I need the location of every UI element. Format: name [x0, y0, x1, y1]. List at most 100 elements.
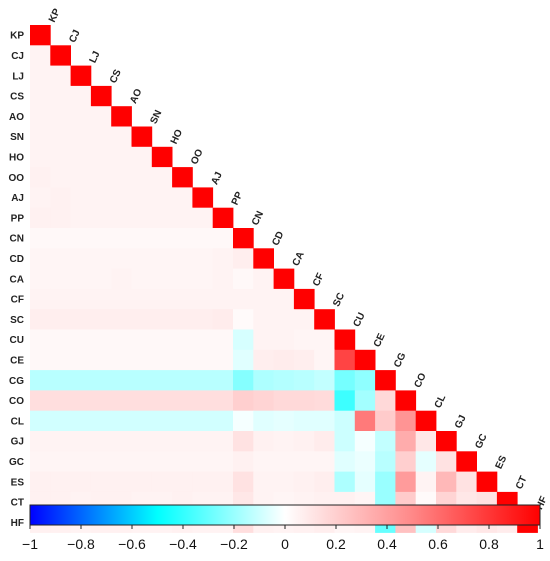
column-label-gj: GJ [453, 414, 469, 431]
heatmap-cell-gc-oo [172, 451, 193, 472]
heatmap-cell-gc-cj [50, 451, 71, 472]
heatmap-cell-gj-sn [131, 431, 153, 452]
heatmap-cell-pp-cj [50, 207, 71, 229]
column-label-cn: CN [250, 210, 266, 228]
heatmap-cell-gc-ce [354, 451, 376, 472]
column-label-cl: CL [433, 393, 449, 410]
column-label-ca: CA [291, 250, 307, 268]
heatmap-cell-ca-pp [212, 268, 234, 290]
heatmap-cell-sc-sn [131, 309, 153, 330]
heatmap-cell-gj-cj [50, 431, 71, 452]
heatmap-cell-es-pp [212, 471, 234, 493]
heatmap-cell-cd-sn [131, 248, 153, 269]
heatmap-cell-cg-lj [70, 370, 92, 391]
heatmap-cell-lj-kp [30, 65, 51, 87]
heatmap-cell-cl-sc [314, 410, 335, 432]
heatmap-cell-pp-kp [30, 207, 51, 229]
heatmap-cell-es-cn [233, 471, 254, 493]
column-label-ct: CT [514, 474, 530, 491]
heatmap-cell-cs-cj [50, 85, 71, 107]
heatmap-cell-sc-ao [111, 309, 132, 330]
heatmap-cell-co-cg [375, 390, 396, 412]
heatmap-cell-sc-cj [50, 309, 71, 330]
heatmap-cell-cu-cj [50, 329, 71, 351]
heatmap-cell-ce-cd [253, 349, 274, 371]
heatmap-cell-es-lj [70, 471, 92, 493]
heatmap-cell-gj-ho [151, 431, 173, 452]
column-label-oo: OO [189, 147, 206, 166]
heatmap-cell-cl-sn [131, 410, 153, 432]
heatmap-cell-cg-cd [253, 370, 274, 391]
heatmap-cell-cu-pp [212, 329, 234, 351]
heatmap-cell-ho-sn [131, 146, 153, 168]
heatmap-cell-pp-sn [131, 207, 153, 229]
heatmap-cell-co-oo [172, 390, 193, 412]
row-label-cu: CU [10, 335, 24, 346]
heatmap-cell-cs-cs [90, 85, 112, 107]
colorbar-tick-label: −0.8 [67, 536, 95, 552]
heatmap-cell-pp-ho [151, 207, 173, 229]
row-label-cj: CJ [11, 51, 24, 62]
heatmap-cell-cf-pp [212, 288, 234, 310]
heatmap-cell-gc-cu [334, 451, 356, 472]
heatmap-cell-cf-cf [293, 288, 315, 310]
row-label-cn: CN [10, 234, 24, 245]
heatmap-cell-sc-lj [70, 309, 92, 330]
heatmap-cell-gj-cf [293, 431, 315, 452]
heatmap-cell-ca-kp [30, 268, 51, 290]
heatmap-cell-gc-sn [131, 451, 153, 472]
heatmap-cell-gc-ao [111, 451, 132, 472]
heatmap-cell-cf-ca [273, 288, 295, 310]
column-label-cs: CS [108, 68, 124, 86]
heatmap-cell-cn-cs [90, 228, 112, 249]
heatmap-cell-gc-aj [192, 451, 214, 472]
heatmap-cell-sc-pp [212, 309, 234, 330]
colorbar-gradient [29, 504, 541, 526]
heatmap-cell-gc-ca [273, 451, 295, 472]
heatmap-cell-sc-oo [172, 309, 193, 330]
heatmap-cell-gc-cg [375, 451, 396, 472]
colorbar-tick-label: 1 [536, 536, 544, 552]
heatmap-cell-cj-kp [30, 45, 51, 66]
colorbar-tick-label: 0.6 [428, 536, 448, 552]
row-label-co: CO [9, 396, 24, 407]
heatmap-cell-sc-kp [30, 309, 51, 330]
heatmap-cell-sn-cs [90, 126, 112, 148]
heatmap-cell-gc-sc [314, 451, 335, 472]
heatmap-cell-cl-oo [172, 410, 193, 432]
heatmap-cell-aj-aj [192, 187, 214, 209]
heatmap-cell-gc-pp [212, 451, 234, 472]
heatmap-cell-ce-sn [131, 349, 153, 371]
heatmap-cell-sc-sc [314, 309, 335, 330]
heatmap-cell-oo-kp [30, 167, 51, 188]
column-label-co: CO [412, 371, 428, 389]
heatmap-cell-cn-cn [233, 228, 254, 249]
heatmap-cell-es-kp [30, 471, 51, 493]
row-label-pp: PP [11, 213, 25, 224]
row-label-cs: CS [10, 92, 24, 103]
heatmap-cell-co-cd [253, 390, 274, 412]
heatmap-cell-co-ca [273, 390, 295, 412]
heatmap-cell-gj-cl [415, 431, 437, 452]
heatmap-cell-oo-ao [111, 167, 132, 188]
heatmap-cell-ce-cj [50, 349, 71, 371]
heatmap-cell-gc-lj [70, 451, 92, 472]
heatmap-cell-ca-cs [90, 268, 112, 290]
heatmap-cell-cn-ao [111, 228, 132, 249]
heatmap-cell-gj-oo [172, 431, 193, 452]
heatmap-cell-es-ho [151, 471, 173, 493]
heatmap-cell-cg-oo [172, 370, 193, 391]
row-label-es: ES [11, 477, 25, 488]
heatmap-cell-gj-ce [354, 431, 376, 452]
heatmap-cell-gc-cl [415, 451, 437, 472]
heatmap-cell-cf-oo [172, 288, 193, 310]
heatmap-cell-gj-cu [334, 431, 356, 452]
column-label-lj: LJ [88, 50, 103, 65]
heatmap-cell-ao-cs [90, 106, 112, 127]
heatmap-cell-gj-cs [90, 431, 112, 452]
heatmap-cell-ce-ho [151, 349, 173, 371]
column-label-kp: KP [47, 7, 63, 25]
heatmap-cell-aj-lj [70, 187, 92, 209]
heatmap-cell-cd-oo [172, 248, 193, 269]
heatmap-cell-es-ce [354, 471, 376, 493]
